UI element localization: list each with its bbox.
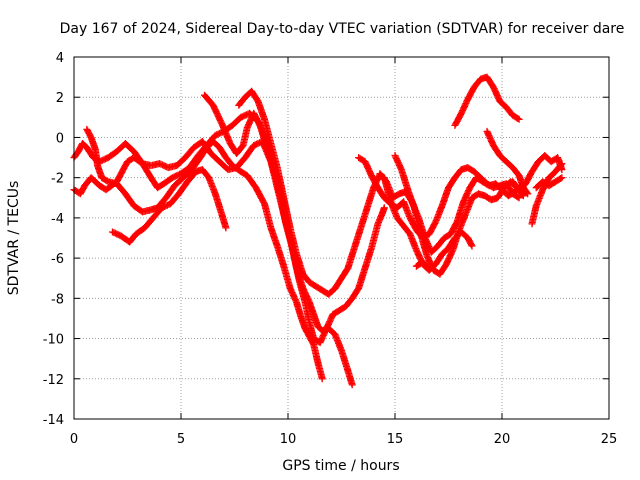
x-tick-label: 5 <box>177 432 185 447</box>
y-tick-label: 4 <box>56 51 64 66</box>
data-point <box>515 115 523 123</box>
ticks: 420-2-4-6-8-10-12-140 5 10 15 20 25 <box>43 51 618 447</box>
x-tick-label: 25 <box>601 432 618 447</box>
y-tick-label: -14 <box>43 413 64 428</box>
data-point <box>557 175 565 182</box>
data-point <box>318 375 326 383</box>
data-point <box>514 115 522 122</box>
data-point <box>558 174 566 182</box>
data-point <box>524 190 532 198</box>
data-point <box>523 189 531 196</box>
data-point <box>519 191 526 199</box>
data-point <box>519 192 527 200</box>
series-track-14 <box>528 160 566 228</box>
data-point <box>514 193 522 201</box>
data-point <box>424 263 432 271</box>
series-track-7 <box>355 154 523 242</box>
y-tick-label: -6 <box>51 252 64 267</box>
y-tick-label: 0 <box>56 131 64 146</box>
series-track-11 <box>451 73 523 129</box>
plot-area <box>70 73 566 389</box>
series-track-3 <box>83 125 326 383</box>
data-point <box>348 381 356 389</box>
x-axis-label: GPS time / hours <box>282 458 399 474</box>
series-track-15 <box>532 174 566 192</box>
series-track-10 <box>412 258 433 272</box>
data-point <box>222 224 230 232</box>
data-point <box>425 264 433 272</box>
data-point <box>558 160 566 168</box>
data-point <box>468 242 476 250</box>
data-point <box>467 241 475 249</box>
series-track-12 <box>483 127 532 198</box>
data-point <box>515 194 523 202</box>
grid <box>74 57 609 419</box>
x-tick-label: 20 <box>494 432 511 447</box>
y-tick-label: -8 <box>51 292 64 307</box>
y-tick-label: 2 <box>56 91 64 106</box>
data-point <box>557 161 565 169</box>
y-tick-label: -2 <box>51 172 64 187</box>
y-tick-label: -4 <box>51 212 64 227</box>
x-tick-label: 10 <box>280 432 297 447</box>
y-tick-label: -12 <box>43 373 64 388</box>
x-tick-label: 15 <box>387 432 404 447</box>
y-tick-label: -10 <box>43 333 64 348</box>
data-point <box>380 204 388 212</box>
series-track-4 <box>109 166 230 246</box>
x-tick-label: 0 <box>70 432 78 447</box>
y-axis-label: SDTVAR / TECUs <box>6 181 22 296</box>
chart-title: Day 167 of 2024, Sidereal Day-to-day VTE… <box>60 21 625 37</box>
plot-frame <box>73 56 610 420</box>
